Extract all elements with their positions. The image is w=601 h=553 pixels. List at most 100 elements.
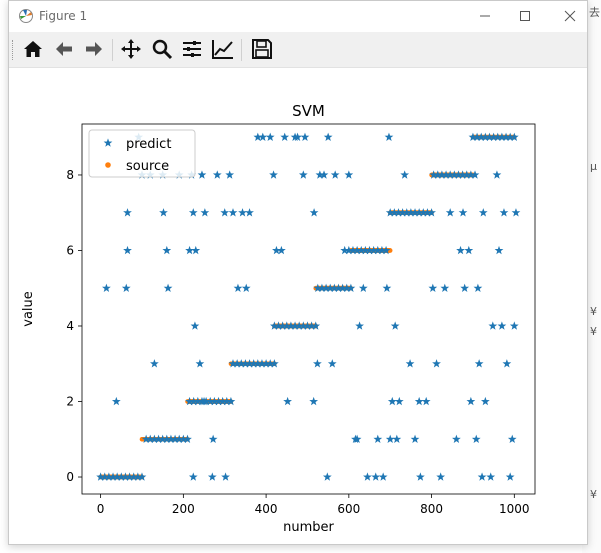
forward-button[interactable]: [81, 36, 107, 62]
predict-point: [236, 359, 246, 368]
toolbar-separator: [112, 39, 113, 61]
close-button[interactable]: [556, 5, 584, 27]
predict-point: [371, 472, 381, 481]
predict-point: [433, 170, 443, 179]
predict-point: [497, 321, 507, 330]
predict-point: [294, 321, 304, 330]
predict-point: [410, 434, 420, 443]
predict-point: [319, 170, 329, 179]
predict-point: [282, 321, 292, 330]
predict-point: [387, 396, 397, 406]
zoom-button[interactable]: [149, 36, 175, 62]
predict-point: [365, 245, 374, 255]
predict-point: [100, 472, 110, 481]
customize-icon: [212, 40, 233, 59]
predict-point: [440, 283, 450, 292]
predict-point: [208, 434, 218, 443]
predict-point: [123, 208, 132, 217]
predict-point: [382, 283, 392, 292]
zoom-icon: [152, 39, 173, 60]
predict-point: [261, 359, 271, 368]
predict-point: [392, 434, 402, 443]
predict-point: [480, 132, 490, 141]
predict-point: [162, 434, 172, 443]
predict-point: [421, 396, 431, 406]
predict-point: [265, 359, 275, 368]
predict-point: [398, 208, 407, 217]
predict-point: [462, 170, 472, 179]
predict-point: [486, 472, 496, 481]
predict-point: [473, 283, 483, 292]
title-bar[interactable]: Figure 1: [9, 1, 587, 32]
legend-label-source: source: [126, 159, 169, 174]
home-button[interactable]: [20, 36, 46, 62]
predict-point: [170, 434, 180, 443]
predict-point: [428, 283, 438, 292]
predict-point: [225, 170, 235, 179]
predict-point: [141, 434, 151, 443]
predict-point: [265, 132, 275, 141]
predict-point: [385, 208, 395, 217]
predict-point: [154, 434, 163, 443]
maximize-button[interactable]: [511, 5, 539, 27]
predict-point: [270, 359, 279, 368]
predict-point: [133, 472, 143, 481]
predict-point: [249, 359, 259, 368]
predict-point: [478, 208, 488, 217]
predict-point: [507, 434, 517, 443]
predict-point: [290, 321, 300, 330]
predict-point: [257, 359, 267, 368]
subplots-button[interactable]: [179, 36, 205, 62]
predict-point: [441, 170, 451, 179]
predict-point: [325, 283, 335, 292]
x-axis-label: number: [283, 520, 334, 535]
predict-point: [96, 472, 105, 481]
predict-point: [272, 245, 281, 255]
predict-point: [200, 208, 210, 217]
predict-point: [188, 472, 198, 481]
predict-point: [352, 434, 362, 443]
pan-button[interactable]: [118, 36, 144, 62]
scatter-plot[interactable]: SVM 0 200 400 600 800 1000 0 2 4 6 8 number value pre…: [9, 68, 587, 544]
predict-point: [501, 132, 511, 141]
predict-point: [373, 434, 383, 443]
predict-point: [190, 321, 200, 330]
predict-point: [356, 245, 366, 255]
predict-point: [454, 170, 463, 179]
predict-point: [466, 396, 476, 406]
predict-point: [212, 170, 222, 179]
predict-point: [280, 132, 290, 141]
predict-point: [195, 359, 205, 368]
predict-point: [245, 359, 254, 368]
customize-button[interactable]: [210, 36, 236, 62]
pan-icon: [121, 39, 141, 59]
toolbar-separator: [241, 39, 242, 61]
predict-point: [137, 472, 147, 481]
y-tick-label: 4: [66, 319, 74, 333]
predict-point: [338, 283, 347, 292]
predict-point: [497, 132, 507, 141]
figure-canvas[interactable]: SVM 0 200 400 600 800 1000 0 2 4 6 8 number value pre…: [9, 68, 587, 544]
predict-point: [121, 283, 131, 292]
predict-point: [377, 245, 387, 255]
toolbar-grip[interactable]: [12, 40, 15, 60]
axes-frame: [81, 123, 536, 495]
predict-point: [471, 434, 481, 443]
predict-point: [197, 170, 207, 179]
back-icon: [56, 42, 72, 56]
predict-point: [258, 132, 268, 141]
background-glyph: ¥: [590, 305, 597, 318]
predict-point: [470, 170, 480, 179]
predict-point: [245, 208, 254, 217]
predict-point: [300, 132, 310, 141]
predict-point: [505, 472, 515, 481]
predict-point: [410, 208, 420, 217]
predict-point: [123, 245, 132, 255]
predict-point: [334, 283, 343, 292]
predict-point: [344, 170, 354, 179]
save-button[interactable]: [249, 36, 275, 62]
predict-point: [205, 396, 215, 406]
background-glyph: ¥: [590, 325, 597, 338]
minimize-button[interactable]: [471, 5, 499, 27]
back-button[interactable]: [51, 36, 77, 62]
